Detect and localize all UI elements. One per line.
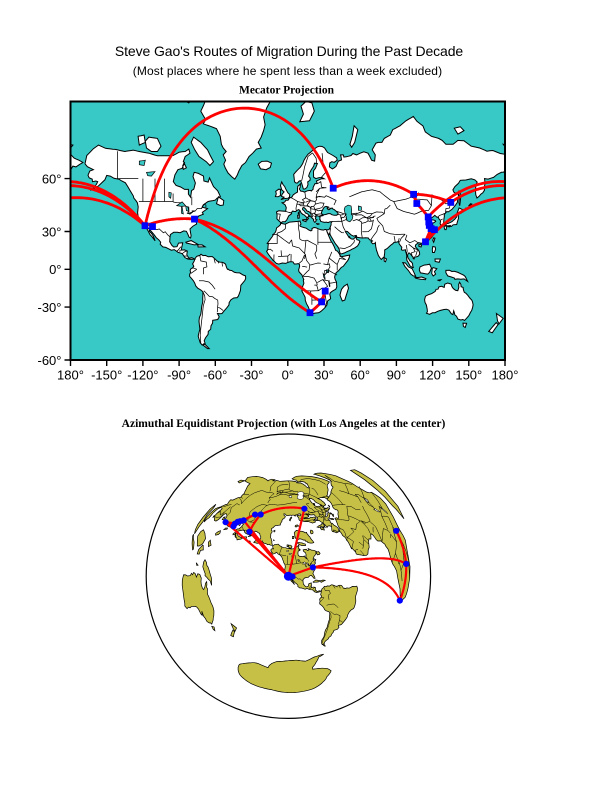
svg-text:-60°: -60°: [203, 368, 227, 383]
svg-text:30°: 30°: [314, 368, 334, 383]
svg-text:120°: 120°: [419, 368, 446, 383]
svg-text:Steve Gao's Routes of Migratio: Steve Gao's Routes of Migration During t…: [115, 43, 464, 59]
svg-text:-30°: -30°: [240, 368, 264, 383]
svg-text:90°: 90°: [387, 368, 407, 383]
svg-text:Azimuthal Equidistant Projecti: Azimuthal Equidistant Projection (with L…: [122, 418, 446, 430]
svg-text:-30°: -30°: [38, 300, 62, 315]
svg-text:0°: 0°: [49, 262, 61, 277]
svg-text:180°: 180°: [57, 368, 84, 383]
svg-text:60°: 60°: [350, 368, 370, 383]
svg-text:60°: 60°: [42, 171, 62, 186]
svg-text:-60°: -60°: [38, 353, 62, 368]
svg-text:-120°: -120°: [127, 368, 158, 383]
svg-text:30°: 30°: [42, 224, 62, 239]
svg-text:(Most places where he spent le: (Most places where he spent less than a …: [133, 64, 443, 78]
svg-text:0°: 0°: [282, 368, 294, 383]
svg-text:-90°: -90°: [167, 368, 191, 383]
svg-text:-150°: -150°: [91, 368, 122, 383]
svg-text:180°: 180°: [492, 368, 519, 383]
svg-text:150°: 150°: [455, 368, 482, 383]
svg-text:Mecator Projection: Mecator Projection: [239, 85, 335, 97]
